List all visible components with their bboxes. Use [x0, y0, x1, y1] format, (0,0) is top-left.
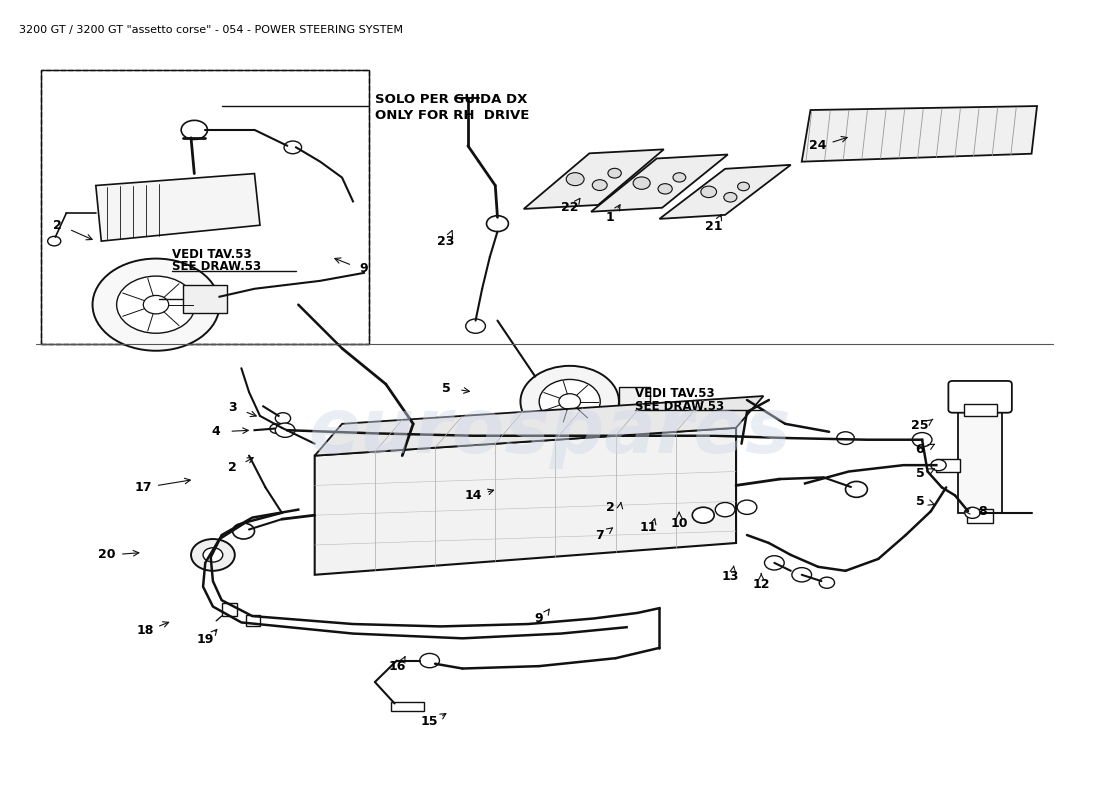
Bar — [41, 70, 370, 344]
Polygon shape — [524, 150, 663, 209]
Circle shape — [465, 319, 485, 334]
Text: 16: 16 — [388, 660, 406, 673]
Bar — [222, 603, 236, 616]
Text: 19: 19 — [197, 634, 213, 646]
Polygon shape — [659, 165, 791, 219]
Text: 11: 11 — [640, 521, 658, 534]
Text: 5: 5 — [915, 466, 924, 479]
Text: 13: 13 — [722, 570, 739, 583]
Circle shape — [420, 654, 440, 668]
Circle shape — [820, 577, 835, 588]
Circle shape — [191, 539, 234, 571]
Circle shape — [592, 180, 607, 190]
Circle shape — [608, 168, 622, 178]
Circle shape — [520, 366, 619, 438]
Circle shape — [182, 120, 208, 139]
Circle shape — [539, 379, 601, 424]
Polygon shape — [591, 154, 728, 212]
Bar — [41, 70, 370, 344]
Text: 18: 18 — [136, 624, 154, 637]
Text: VEDI TAV.53: VEDI TAV.53 — [173, 248, 252, 261]
Circle shape — [270, 424, 283, 434]
Text: 23: 23 — [438, 234, 454, 248]
Circle shape — [737, 500, 757, 514]
Bar — [967, 509, 993, 523]
Text: 14: 14 — [464, 489, 482, 502]
Circle shape — [566, 173, 584, 186]
Circle shape — [486, 216, 508, 231]
Text: 5: 5 — [442, 382, 450, 394]
Bar — [392, 702, 425, 711]
Text: 3200 GT / 3200 GT "assetto corse" - 054 - POWER STEERING SYSTEM: 3200 GT / 3200 GT "assetto corse" - 054 … — [19, 25, 404, 35]
Circle shape — [931, 459, 946, 470]
Circle shape — [912, 433, 932, 447]
FancyBboxPatch shape — [948, 381, 1012, 413]
Circle shape — [764, 556, 784, 570]
Circle shape — [47, 236, 60, 246]
Circle shape — [673, 173, 685, 182]
Circle shape — [275, 423, 295, 438]
Text: SEE DRAW.53: SEE DRAW.53 — [636, 400, 725, 413]
Circle shape — [658, 184, 672, 194]
Polygon shape — [315, 396, 763, 456]
Text: 9: 9 — [360, 262, 368, 275]
Circle shape — [715, 502, 735, 517]
Text: 22: 22 — [561, 202, 579, 214]
Circle shape — [204, 548, 223, 562]
Text: ONLY FOR RH  DRIVE: ONLY FOR RH DRIVE — [375, 109, 529, 122]
Text: 25: 25 — [911, 419, 928, 432]
Polygon shape — [315, 428, 736, 574]
Circle shape — [792, 568, 812, 582]
Text: 8: 8 — [978, 505, 987, 518]
Text: 4: 4 — [212, 426, 221, 438]
Text: SOLO PER GUIDA DX: SOLO PER GUIDA DX — [375, 93, 527, 106]
Text: 2: 2 — [606, 501, 615, 514]
Text: 9: 9 — [535, 612, 543, 625]
Text: 15: 15 — [421, 715, 439, 728]
Circle shape — [837, 432, 855, 445]
Circle shape — [275, 413, 290, 424]
Circle shape — [846, 482, 868, 498]
Circle shape — [724, 193, 737, 202]
Text: VEDI TAV.53: VEDI TAV.53 — [636, 387, 715, 400]
Text: 10: 10 — [670, 517, 688, 530]
Text: 5: 5 — [915, 495, 924, 508]
Bar — [245, 614, 260, 626]
Text: 6: 6 — [915, 442, 924, 456]
Polygon shape — [96, 174, 260, 241]
Bar — [964, 404, 997, 416]
Circle shape — [965, 507, 980, 518]
Circle shape — [701, 186, 716, 198]
Circle shape — [634, 177, 650, 190]
Bar — [619, 387, 650, 416]
Text: 2: 2 — [228, 461, 236, 474]
Text: 17: 17 — [134, 481, 152, 494]
Text: 2: 2 — [53, 218, 62, 232]
Text: 21: 21 — [705, 220, 723, 234]
Text: eurospares: eurospares — [309, 394, 791, 469]
Circle shape — [559, 394, 581, 410]
Bar — [958, 410, 1002, 513]
Text: 20: 20 — [98, 549, 116, 562]
Text: 12: 12 — [752, 578, 770, 591]
Polygon shape — [802, 106, 1037, 162]
Bar — [184, 285, 227, 313]
Text: 1: 1 — [606, 210, 615, 224]
Circle shape — [284, 141, 301, 154]
Text: 3: 3 — [229, 402, 236, 414]
Bar — [936, 458, 960, 471]
Circle shape — [232, 523, 254, 539]
Circle shape — [738, 182, 749, 190]
Circle shape — [117, 276, 196, 334]
Text: 24: 24 — [810, 139, 827, 152]
Circle shape — [143, 295, 168, 314]
Circle shape — [692, 507, 714, 523]
Circle shape — [92, 258, 220, 350]
Text: SEE DRAW.53: SEE DRAW.53 — [173, 260, 262, 273]
Text: 7: 7 — [595, 529, 604, 542]
